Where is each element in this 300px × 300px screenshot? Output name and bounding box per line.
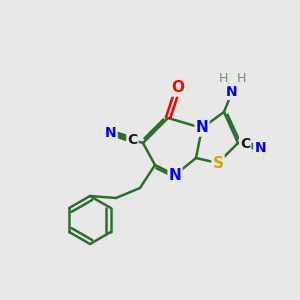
Text: C: C [128, 133, 138, 147]
Text: N: N [105, 126, 117, 140]
Text: S: S [212, 155, 224, 170]
Text: H: H [218, 73, 228, 85]
Text: O: O [172, 80, 184, 95]
Text: H: H [236, 73, 246, 85]
Text: N: N [254, 141, 266, 154]
Text: N: N [226, 85, 238, 99]
Text: N: N [196, 121, 208, 136]
Text: N: N [169, 167, 182, 182]
Text: C: C [240, 137, 250, 152]
